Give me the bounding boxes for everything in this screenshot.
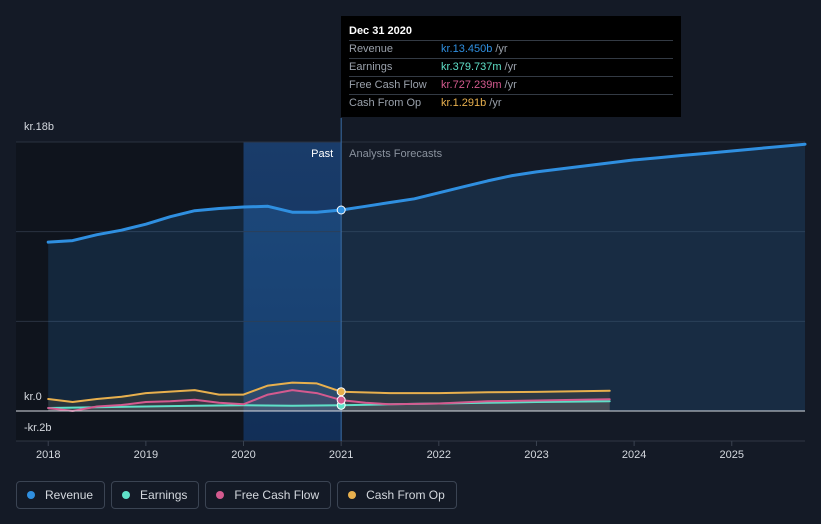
- legend-dot-icon: [348, 491, 357, 499]
- legend-item-revenue[interactable]: Revenue: [16, 481, 106, 509]
- legend-label: Revenue: [45, 488, 94, 502]
- x-tick-label: 2021: [329, 449, 353, 461]
- tooltip-label: Revenue: [349, 43, 394, 55]
- x-axis-labels: 2018 2019 2020 2021 2022 2023 2024 2025: [36, 441, 744, 461]
- x-tick-label: 2018: [36, 449, 60, 461]
- marker-cash-from-op: [336, 387, 346, 397]
- y-tick-label: kr.18b: [24, 121, 54, 133]
- tooltip-row-cash-from-op: Cash From Op kr.1.291b /yr: [349, 94, 673, 112]
- legend-item-free-cash-flow[interactable]: Free Cash Flow: [205, 481, 332, 509]
- legend-item-earnings[interactable]: Earnings: [111, 481, 200, 509]
- legend-dot-icon: [122, 491, 131, 499]
- legend-label: Cash From Op: [366, 488, 445, 502]
- hover-tooltip: Dec 31 2020 Revenue kr.13.450b /yr Earni…: [341, 16, 681, 117]
- y-tick-label: kr.0: [24, 391, 42, 403]
- x-tick-label: 2019: [134, 449, 158, 461]
- tooltip-row-revenue: Revenue kr.13.450b /yr: [349, 40, 673, 58]
- highlight-region: [243, 142, 342, 441]
- x-tick-label: 2020: [231, 449, 255, 461]
- legend-dot-icon: [216, 491, 225, 499]
- tooltip-value: kr.1.291b: [441, 97, 487, 109]
- legend-label: Earnings: [140, 488, 188, 502]
- x-tick-label: 2024: [622, 449, 646, 461]
- tooltip-label: Free Cash Flow: [349, 79, 427, 91]
- past-label: Past: [311, 148, 333, 160]
- tooltip-value: kr.379.737m: [441, 61, 502, 73]
- tooltip-value: kr.727.239m: [441, 79, 502, 91]
- series-line-cash-from-op: [47, 381, 611, 403]
- tooltip-unit: /yr: [489, 97, 502, 109]
- series-line-earnings: [47, 400, 611, 409]
- tooltip-unit: /yr: [504, 61, 517, 73]
- x-tick-label: 2022: [427, 449, 451, 461]
- x-tick-label: 2025: [720, 449, 744, 461]
- marker-free-cash-flow: [336, 395, 346, 405]
- tooltip-value: kr.13.450b: [441, 43, 493, 55]
- legend-label: Free Cash Flow: [234, 488, 320, 502]
- y-axis-labels: kr.18b kr.0 -kr.2b: [24, 121, 54, 434]
- tooltip-row-free-cash-flow: Free Cash Flow kr.727.239m /yr: [349, 76, 673, 94]
- forecast-label: Analysts Forecasts: [349, 148, 442, 160]
- x-tick-label: 2023: [524, 449, 548, 461]
- tooltip-date: Dec 31 2020: [349, 25, 412, 37]
- series-area-revenue: [48, 144, 805, 411]
- tooltip-unit: /yr: [495, 43, 508, 55]
- chart-legend: Revenue Earnings Free Cash Flow Cash Fro…: [16, 481, 463, 509]
- series-line-free-cash-flow: [47, 389, 611, 412]
- tooltip-label: Earnings: [349, 61, 393, 73]
- legend-dot-icon: [27, 491, 35, 499]
- series-line-revenue: [46, 142, 807, 244]
- y-tick-label: -kr.2b: [24, 422, 52, 434]
- tooltip-row-earnings: Earnings kr.379.737m /yr: [349, 58, 673, 76]
- tooltip-label: Cash From Op: [349, 97, 422, 109]
- grid-lines: [16, 141, 805, 442]
- hover-markers: [336, 205, 346, 410]
- marker-revenue: [336, 205, 346, 215]
- tooltip-unit: /yr: [504, 79, 517, 91]
- legend-item-cash-from-op[interactable]: Cash From Op: [337, 481, 457, 509]
- series-lines: [46, 142, 807, 412]
